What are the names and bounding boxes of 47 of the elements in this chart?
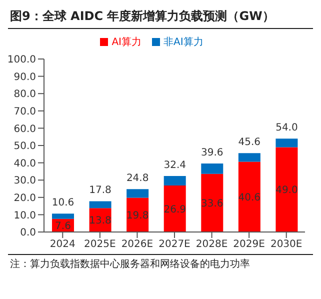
x-tick-label: 2030E <box>270 239 302 250</box>
x-tick-label: 2028E <box>196 239 228 250</box>
y-tick-label: 70.0 <box>14 106 36 118</box>
total-label: 32.4 <box>164 160 186 171</box>
total-label: 39.6 <box>201 147 224 158</box>
bar <box>201 163 224 174</box>
bar <box>276 147 298 232</box>
total-label: 17.8 <box>89 185 112 196</box>
y-tick-label: 40.0 <box>14 158 36 170</box>
bar <box>126 189 149 198</box>
bar <box>164 176 186 186</box>
y-tick-label: 100.0 <box>7 54 36 66</box>
y-tick-label: 30.0 <box>14 176 36 187</box>
bar <box>164 185 186 232</box>
total-label: 54.0 <box>276 122 298 134</box>
total-label: 45.6 <box>238 137 261 148</box>
x-tick-label: 2024 <box>50 239 76 250</box>
total-label: 24.8 <box>126 173 149 184</box>
y-tick-label: 90.0 <box>14 72 36 83</box>
data-label: 19.8 <box>126 210 149 222</box>
bar <box>276 138 298 148</box>
total-label: 10.6 <box>52 198 74 209</box>
y-tick-label: 50.0 <box>14 141 36 152</box>
bar <box>238 153 260 162</box>
data-label: 49.0 <box>276 185 298 196</box>
data-label: 7.6 <box>55 220 71 232</box>
x-tick-label: 2025E <box>84 239 116 250</box>
bar <box>238 162 260 232</box>
bar <box>201 174 224 232</box>
y-tick-label: 20.0 <box>14 192 36 204</box>
bar <box>89 201 112 208</box>
text: 注：算力负载指数据中心服务器和网络设备的电力功率 <box>10 258 251 272</box>
x-tick-label: 2026E <box>121 239 154 250</box>
data-label: 33.6 <box>201 198 224 210</box>
y-tick-label: 60.0 <box>14 124 36 135</box>
data-label: 13.8 <box>89 216 112 227</box>
y-tick-label: 0.0 <box>20 228 36 239</box>
bar <box>52 214 74 219</box>
y-tick-label: 80.0 <box>14 89 36 100</box>
data-label: 26.9 <box>164 204 186 216</box>
x-tick-label: 2029E <box>233 239 265 250</box>
data-label: 40.6 <box>238 192 261 204</box>
chart-title: 图9：全球 AIDC 年度新增算力负载预测（GW） <box>8 8 313 29</box>
legend-label: 非AI算力 <box>164 37 204 48</box>
y-tick-label: 10.0 <box>14 210 36 222</box>
x-tick-label: 2027E <box>158 239 190 250</box>
legend-label: AI算力 <box>112 37 142 48</box>
